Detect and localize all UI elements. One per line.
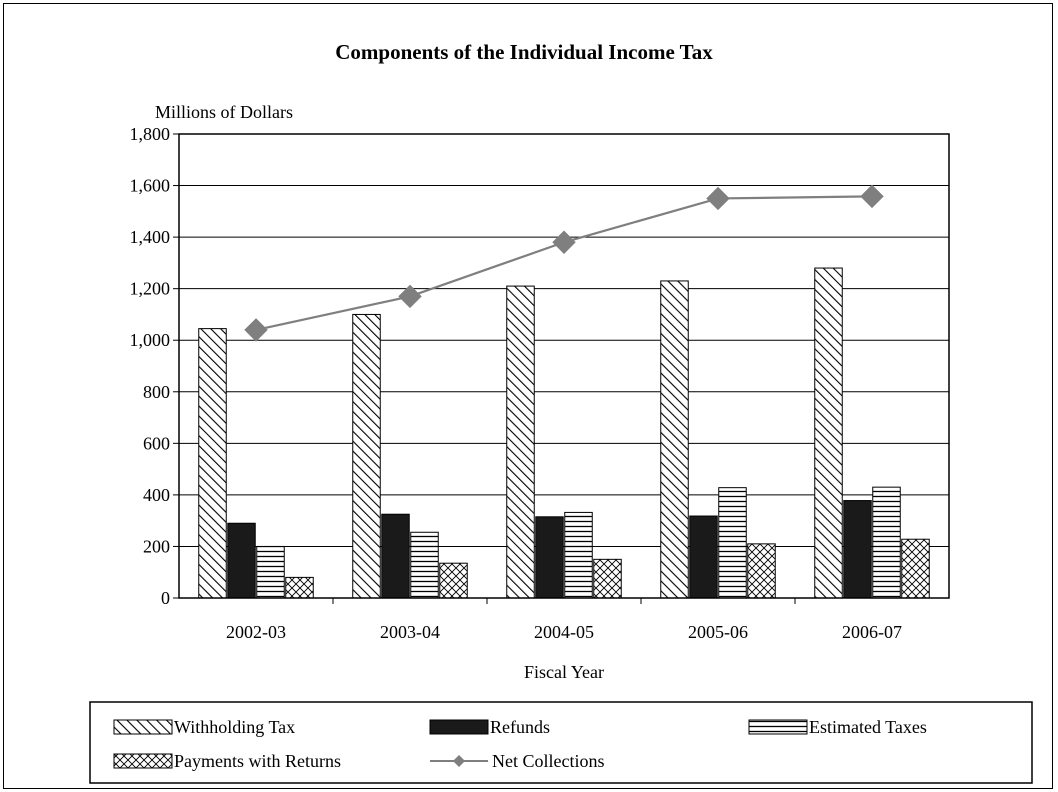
bar-withholding-tax-2004-05	[506, 285, 535, 599]
x-axis-ticks: 2002-03 2003-04 2004-05 2005-06 2006-07	[226, 598, 902, 642]
point-net-collections-2004-05	[552, 230, 576, 254]
net-collections-line	[244, 184, 884, 342]
legend-label-withholding-tax: Withholding Tax	[174, 717, 295, 737]
legend-label-estimated-taxes: Estimated Taxes	[809, 717, 927, 737]
y-tick-label: 200	[143, 536, 170, 556]
bar-refunds-2003-04	[381, 513, 410, 599]
income-tax-chart: Components of the Individual Income Tax …	[89, 40, 1033, 784]
y-tick-label: 400	[143, 485, 170, 505]
chart-title: Components of the Individual Income Tax	[335, 40, 713, 64]
y-tick-label: 1,400	[130, 227, 171, 247]
y-tick-label: 800	[143, 382, 170, 402]
bar-withholding-tax-2002-03	[198, 328, 227, 599]
y-tick-label: 1,200	[130, 279, 171, 299]
x-tick-label: 2004-05	[534, 622, 594, 642]
bar-withholding-tax-2006-07	[814, 267, 843, 599]
legend-label-net-collections: Net Collections	[492, 751, 604, 771]
bar-payments-with-returns-2004-05	[593, 558, 622, 599]
x-tick-label: 2005-06	[688, 622, 748, 642]
bars	[198, 267, 930, 599]
legend-swatch-refunds	[429, 719, 489, 735]
bar-refunds-2005-06	[689, 515, 718, 599]
point-net-collections-2006-07	[860, 184, 884, 209]
point-net-collections-2005-06	[706, 186, 730, 211]
bar-payments-with-returns-2006-07	[901, 538, 930, 599]
bar-estimated-taxes-2004-05	[564, 511, 593, 599]
legend-label-payments-with-returns: Payments with Returns	[174, 751, 341, 771]
x-tick-label: 2006-07	[842, 622, 902, 642]
bar-estimated-taxes-2002-03	[256, 545, 285, 599]
bar-estimated-taxes-2005-06	[718, 487, 747, 599]
gridlines	[179, 185, 949, 547]
legend-marker-net-collections	[453, 755, 465, 767]
plot-area	[178, 133, 950, 599]
bar-refunds-2002-03	[227, 522, 256, 599]
y-tick-label: 1,800	[130, 124, 171, 144]
y-axis-ticks: 0 200 400 600 800 1,000 1,200 1,400 1,600 1,800	[130, 124, 179, 608]
x-tick-label: 2002-03	[226, 622, 286, 642]
y-axis-label: Millions of Dollars	[155, 102, 293, 122]
x-axis-label: Fiscal Year	[524, 662, 604, 682]
legend-swatch-estimated-taxes	[748, 719, 808, 735]
y-tick-label: 600	[143, 433, 170, 453]
y-tick-label: 1,000	[130, 330, 171, 350]
legend: Withholding Tax Refunds Estimated Taxes Pay…	[89, 701, 1033, 784]
line-net-collections	[255, 195, 873, 331]
chart-frame: Components of the Individual Income Tax …	[3, 3, 1053, 789]
legend-box	[89, 701, 1033, 784]
bar-withholding-tax-2003-04	[352, 313, 381, 599]
y-tick-label: 0	[161, 588, 170, 608]
bar-estimated-taxes-2006-07	[872, 486, 901, 599]
legend-swatch-payments-with-returns	[113, 753, 173, 769]
y-tick-label: 1,600	[130, 176, 171, 196]
bar-payments-with-returns-2005-06	[747, 543, 776, 599]
bar-payments-with-returns-2003-04	[439, 562, 468, 599]
x-tick-label: 2003-04	[380, 622, 440, 642]
bar-refunds-2004-05	[535, 516, 564, 599]
point-net-collections-2003-04	[398, 284, 422, 309]
legend-label-refunds: Refunds	[490, 717, 550, 737]
legend-swatch-withholding-tax	[113, 719, 173, 735]
bar-refunds-2006-07	[843, 500, 872, 599]
point-net-collections-2002-03	[244, 318, 268, 342]
bar-payments-with-returns-2002-03	[285, 576, 314, 599]
bar-withholding-tax-2005-06	[660, 280, 689, 599]
bar-estimated-taxes-2003-04	[410, 531, 439, 599]
